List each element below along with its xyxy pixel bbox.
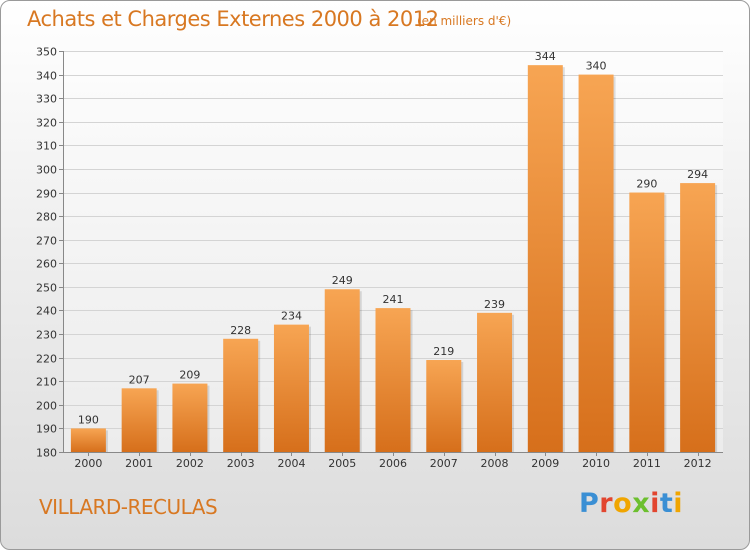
y-tick-label: 190: [36, 423, 57, 436]
bar-value-label: 239: [484, 298, 505, 311]
chart-unit: (en milliers d'€): [417, 14, 512, 28]
x-tick-label: 2012: [684, 457, 712, 470]
y-tick-label: 290: [36, 188, 57, 201]
brand-letter: x: [632, 488, 651, 519]
x-tick-label: 2001: [125, 457, 153, 470]
y-tick-label: 240: [36, 305, 57, 318]
x-tick-label: 2004: [277, 457, 305, 470]
bar-value-label: 234: [281, 310, 302, 323]
x-tick-label: 2009: [531, 457, 559, 470]
location-label: VILLARD-RECULAS: [39, 495, 218, 519]
bar-2012: [680, 183, 716, 452]
x-tick-label: 2010: [582, 457, 610, 470]
bar-2005: [324, 289, 360, 452]
proxiti-logo: Proxiti: [579, 488, 683, 519]
bar-2003: [223, 338, 259, 452]
bars: [70, 65, 718, 453]
y-tick-label: 330: [36, 93, 57, 106]
bar-value-label: 241: [383, 293, 404, 306]
y-tick-label: 310: [36, 140, 57, 153]
y-tick-label: 300: [36, 164, 57, 177]
bar-value-label: 190: [78, 413, 99, 426]
y-tick-label: 270: [36, 235, 57, 248]
bar-value-label: 340: [586, 60, 607, 73]
x-tick-label: 2006: [379, 457, 407, 470]
y-tick-label: 350: [36, 46, 57, 59]
bar-value-label: 249: [332, 274, 353, 287]
bar-value-label: 219: [433, 345, 454, 358]
bar-value-label: 207: [129, 373, 150, 386]
y-tick-label: 250: [36, 282, 57, 295]
y-tick-label: 180: [36, 447, 57, 460]
y-tick-label: 260: [36, 258, 57, 271]
axes: 180 190 200 210 220 230 240 250 260 270 280 290 300 3…: [36, 46, 723, 470]
bar-2007: [426, 360, 462, 452]
y-tick-label: 200: [36, 400, 57, 413]
brand-letter: o: [613, 488, 633, 519]
y-tick-label: 220: [36, 353, 57, 366]
y-tick-label: 210: [36, 376, 57, 389]
bar-value-label: 228: [230, 324, 251, 337]
y-tick-label: 340: [36, 70, 57, 83]
bar-value-label: 294: [687, 168, 708, 181]
bar-2009: [527, 65, 563, 452]
bar-2001: [121, 388, 157, 452]
x-tick-label: 2007: [430, 457, 458, 470]
brand-letter: r: [599, 488, 614, 519]
y-tick-label: 280: [36, 211, 57, 224]
brand-letter: i: [650, 488, 660, 519]
x-tick-label: 2000: [74, 457, 102, 470]
bar-2011: [629, 192, 665, 452]
y-tick-label: 320: [36, 117, 57, 130]
bar-2000: [70, 428, 106, 452]
brand-letter: P: [579, 488, 600, 519]
x-tick-label: 2008: [481, 457, 509, 470]
y-tick-label: 230: [36, 329, 57, 342]
brand-letter: i: [673, 488, 684, 519]
bar-2008: [477, 312, 513, 452]
brand-letter: t: [659, 488, 674, 519]
bar-value-label: 290: [636, 178, 657, 191]
x-tick-label: 2002: [176, 457, 204, 470]
chart-title: Achats et Charges Externes 2000 à 2012: [27, 7, 439, 31]
bar-2004: [273, 324, 309, 452]
bar-2010: [578, 74, 614, 453]
bar-value-label: 344: [535, 50, 556, 63]
bar-2006: [375, 308, 411, 452]
x-tick-label: 2003: [227, 457, 255, 470]
x-tick-label: 2005: [328, 457, 356, 470]
labels: 190 207 209 228 234 249 241 219 239 344 340 290 294: [78, 50, 708, 426]
bar-2002: [172, 383, 208, 452]
bar-value-label: 209: [179, 369, 200, 382]
x-tick-label: 2011: [633, 457, 661, 470]
